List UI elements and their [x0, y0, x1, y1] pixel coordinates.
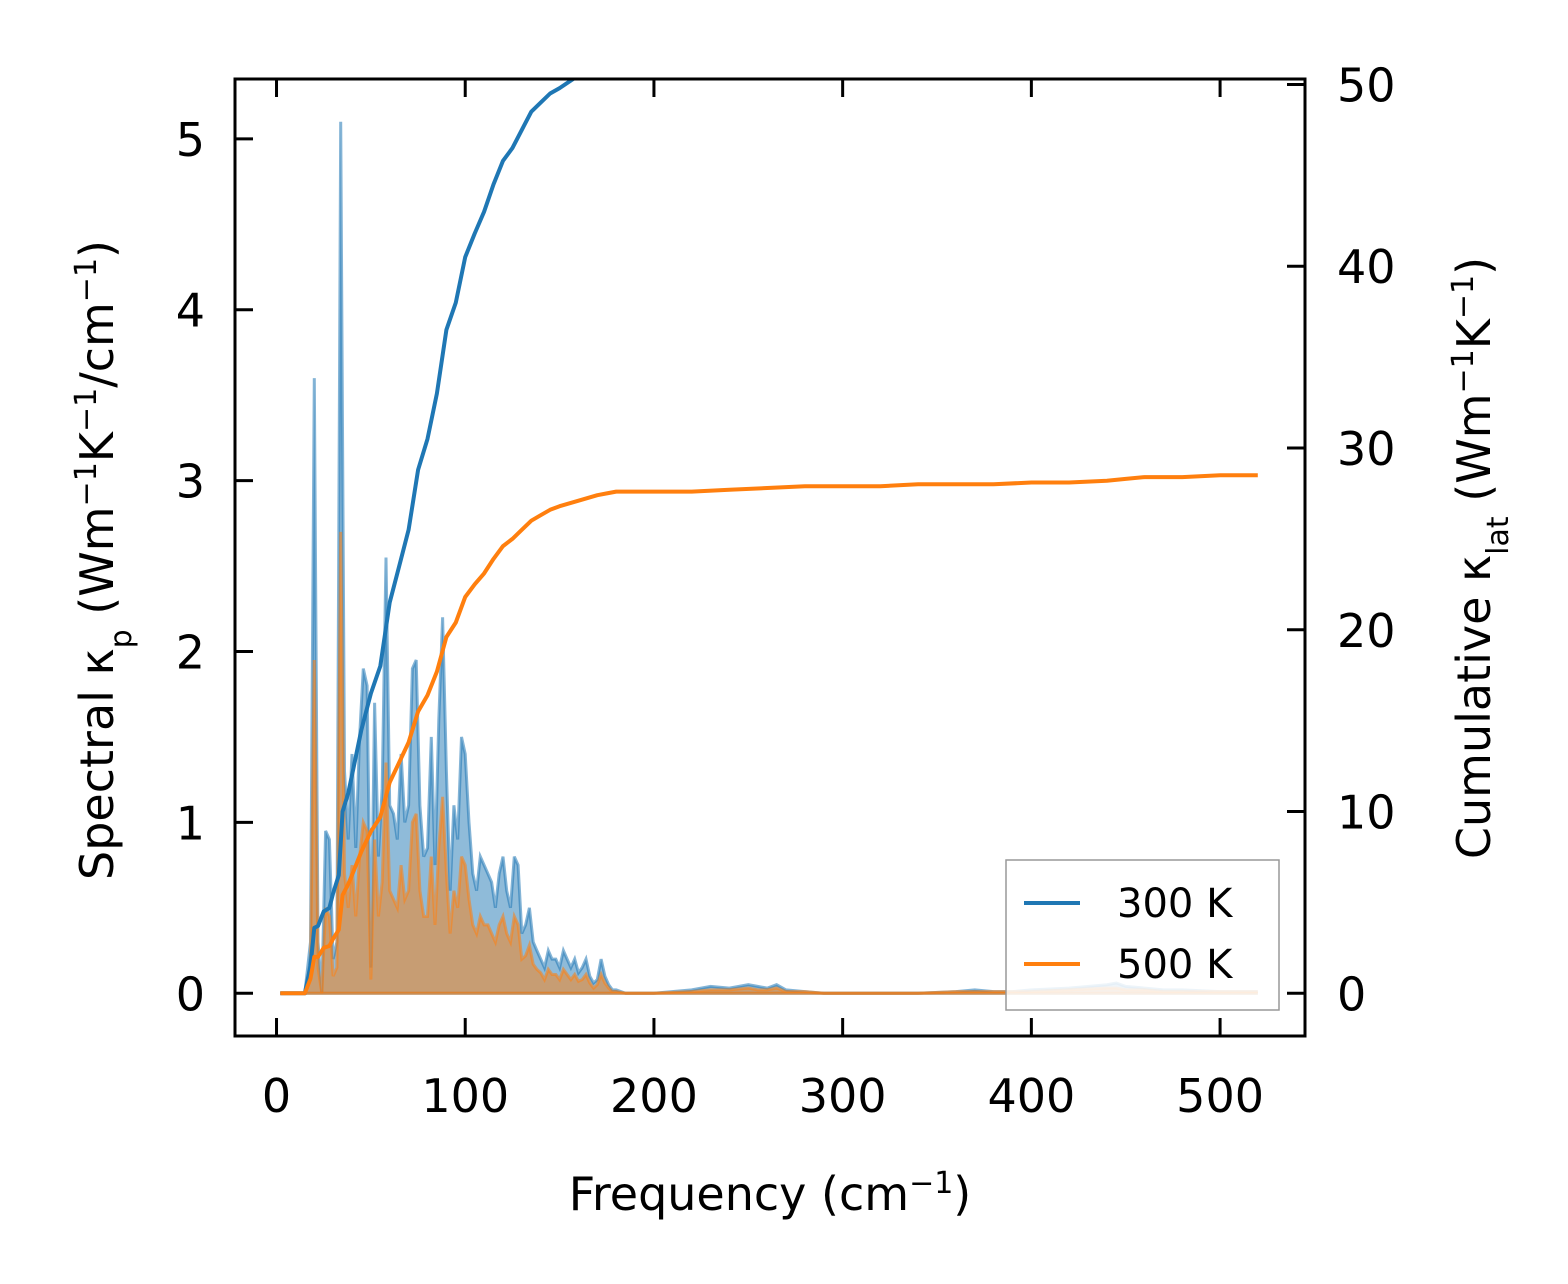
- y-right-label-sup2: −1: [1446, 275, 1481, 319]
- y-left-label-sup2: −1: [69, 388, 104, 432]
- y-right-tick-label: 40: [1337, 240, 1396, 294]
- y-left-label-tail: ): [70, 240, 124, 258]
- cumulative-line-500k: [280, 473, 1258, 996]
- y-left-tick-label: 2: [176, 625, 205, 679]
- y-right-tick-label: 20: [1337, 604, 1396, 658]
- y-left-axis-label: Spectral κp (Wm−1K−1/cm−1): [69, 240, 139, 880]
- y-right-tick-label: 50: [1337, 58, 1396, 112]
- y-right-label-prefix: Cumulative κ: [1447, 555, 1501, 859]
- x-axis-label-sup: −1: [909, 1166, 953, 1201]
- x-tick-label: 200: [610, 1069, 698, 1123]
- y-right-label-mid1: (Wm: [1447, 393, 1501, 516]
- y-left-label-sub: p: [104, 629, 139, 648]
- x-tick-label: 100: [421, 1069, 509, 1123]
- x-tick-label: 300: [799, 1069, 887, 1123]
- y-right-tick-label: 10: [1337, 786, 1396, 840]
- legend-label-300k: 300 K: [1117, 881, 1234, 927]
- x-tick-label: 400: [987, 1069, 1075, 1123]
- x-tick-label: 500: [1176, 1069, 1264, 1123]
- y-right-label-sub: lat: [1481, 516, 1516, 555]
- y-left-label-sup3: −1: [69, 258, 104, 302]
- y-left-tick-label: 1: [176, 796, 205, 850]
- y-right-tick-label: 0: [1337, 967, 1366, 1021]
- y-left-label-mid1: (Wm: [70, 506, 124, 629]
- y-right-axis-ticks: 0 10 20 30 40 50: [1287, 58, 1396, 1021]
- y-right-label-mid2: K: [1447, 317, 1501, 349]
- y-left-label-mid2: K: [70, 430, 124, 462]
- y-right-tick-label: 30: [1337, 422, 1396, 476]
- y-right-label-tail: ): [1447, 257, 1501, 275]
- y-left-label-prefix: Spectral κ: [70, 648, 124, 880]
- y-right-label-sup1: −1: [1446, 349, 1481, 393]
- legend: 300 K 500 K: [1005, 859, 1280, 1011]
- y-left-label-sup1: −1: [69, 462, 104, 506]
- x-axis-label: Frequency (cm−1): [569, 1166, 972, 1222]
- spectral-line-500k: [280, 531, 1258, 995]
- legend-box: [1005, 859, 1280, 1011]
- x-tick-label: 0: [262, 1069, 291, 1123]
- y-right-axis-label: Cumulative κlat (Wm−1K−1): [1446, 257, 1516, 859]
- plot-frame: [233, 77, 1307, 1038]
- y-left-tick-label: 0: [176, 967, 205, 1021]
- legend-label-500k: 500 K: [1117, 942, 1234, 988]
- x-axis-label-main: Frequency (cm: [569, 1167, 909, 1221]
- y-left-tick-label: 4: [176, 284, 205, 338]
- x-axis-ticks: 0 100 200 300 400 500: [262, 79, 1264, 1123]
- spectral-area-500k: [280, 531, 1258, 994]
- y-left-tick-label: 3: [176, 455, 205, 509]
- y-left-label-mid3: /cm: [70, 302, 124, 388]
- y-left-tick-label: 5: [176, 113, 205, 167]
- y-left-axis-ticks: 0 1 2 3 4 5: [176, 113, 253, 1021]
- cumulative-line-300k: [280, 79, 577, 996]
- x-axis-label-tail: ): [953, 1167, 971, 1221]
- cumulative-lines: [280, 79, 1258, 996]
